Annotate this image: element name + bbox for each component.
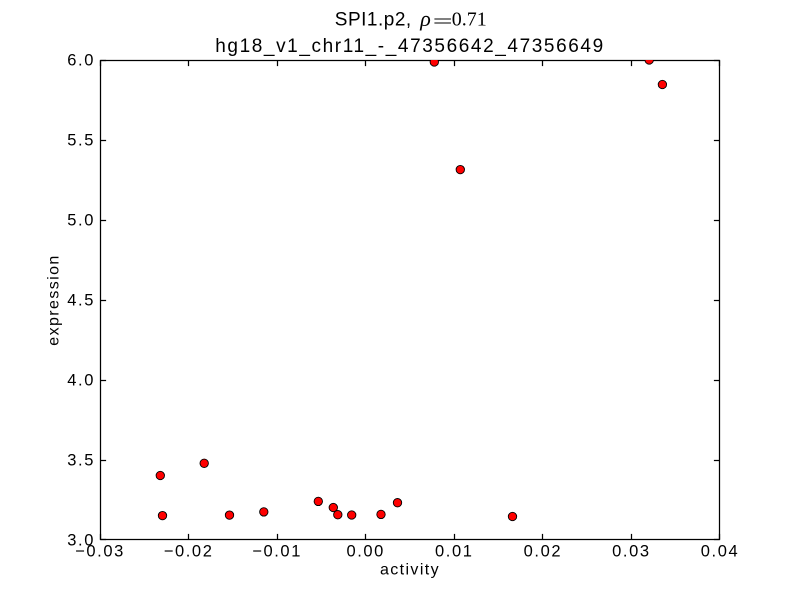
svg-text:5.5: 5.5 — [67, 132, 95, 150]
svg-text:0.03: 0.03 — [612, 543, 651, 561]
svg-text:4.0: 4.0 — [67, 372, 95, 390]
svg-text:0.71: 0.71 — [452, 9, 487, 31]
svg-text:3.0: 3.0 — [67, 532, 95, 550]
svg-text:6.0: 6.0 — [67, 52, 95, 70]
svg-text:=: = — [433, 11, 453, 33]
svg-text:ρ: ρ — [419, 6, 431, 31]
svg-text:activity: activity — [380, 562, 440, 579]
svg-text:4.5: 4.5 — [67, 292, 95, 310]
svg-text:−0.03: −0.03 — [75, 543, 125, 561]
svg-text:0.01: 0.01 — [435, 543, 474, 561]
svg-text:3.5: 3.5 — [67, 452, 95, 470]
svg-text:hg18_v1_chr11_-_47356642_47356: hg18_v1_chr11_-_47356642_47356649 — [215, 36, 604, 57]
svg-text:SPI1.p2,: SPI1.p2, — [335, 10, 412, 31]
svg-text:0.02: 0.02 — [524, 543, 563, 561]
svg-text:0.04: 0.04 — [701, 543, 740, 561]
svg-text:5.0: 5.0 — [67, 212, 95, 230]
svg-text:expression: expression — [46, 254, 63, 345]
svg-text:−0.01: −0.01 — [252, 543, 302, 561]
svg-text:0.00: 0.00 — [346, 543, 385, 561]
svg-text:−0.02: −0.02 — [164, 543, 214, 561]
